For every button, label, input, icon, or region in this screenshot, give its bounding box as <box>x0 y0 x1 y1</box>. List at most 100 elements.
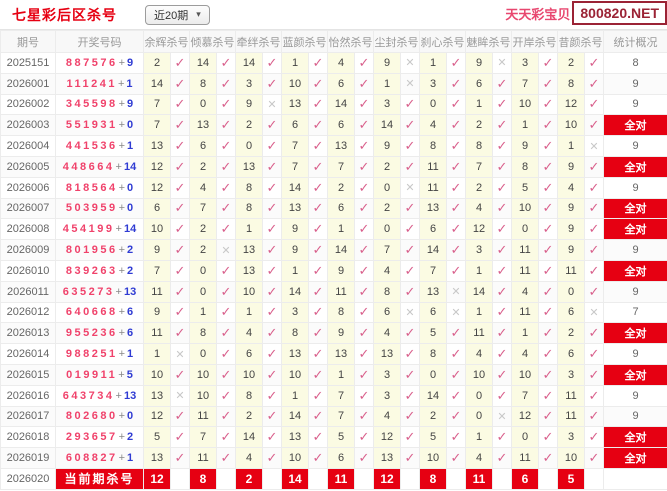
kill-number-cell: 9 <box>143 301 171 324</box>
kill-mark-cell: ✓ <box>492 426 512 449</box>
kill-number-cell: 13 <box>281 93 309 116</box>
kill-mark-cell: ✓ <box>584 239 604 261</box>
back-number: 14 <box>123 223 137 236</box>
kill-number-cell: 14 <box>465 280 493 303</box>
kill-mark-cell: ✓ <box>492 384 512 407</box>
kill-number-cell: 6 <box>557 301 585 324</box>
column-header: 开岸杀号 <box>511 30 558 53</box>
kill-number-cell: 13 <box>143 135 171 157</box>
kill-mark-cell <box>170 467 190 490</box>
plus-sign: + <box>115 223 122 236</box>
check-icon: ✓ <box>220 179 232 195</box>
column-header: 魅眸杀号 <box>465 30 512 53</box>
check-icon: ✓ <box>358 283 370 299</box>
kill-number-cell: 2 <box>143 52 171 74</box>
kill-number-cell: 0 <box>189 280 217 303</box>
range-select[interactable]: 近20期 ▾ <box>145 4 210 25</box>
kill-mark-cell: ✓ <box>446 135 466 157</box>
kill-mark-cell: ✓ <box>492 322 512 345</box>
kill-mark-cell: ✓ <box>216 259 236 282</box>
back-number: 2 <box>127 264 134 277</box>
column-header: 刹心杀号 <box>419 30 466 53</box>
kill-number-cell: 14 <box>235 426 263 449</box>
check-icon: ✓ <box>404 450 416 466</box>
kill-mark-cell: ✓ <box>170 72 190 95</box>
draw-number-cell: 111241+ 1 <box>55 72 144 95</box>
period-cell: 2025151 <box>0 52 56 74</box>
kill-mark-cell: ✓ <box>170 301 190 324</box>
check-icon: ✓ <box>358 429 370 445</box>
period-cell: 2026001 <box>0 72 56 95</box>
kill-mark-cell: ✓ <box>170 426 190 449</box>
kill-number-cell: 2 <box>373 155 401 178</box>
kill-number-cell: 4 <box>465 447 493 469</box>
check-icon: ✓ <box>404 346 416 362</box>
check-icon: ✓ <box>450 117 462 133</box>
current-kill-number: 6 <box>511 467 539 490</box>
kill-mark-cell: ✓ <box>216 426 236 449</box>
kill-mark-cell: ✓ <box>216 135 236 157</box>
kill-mark-cell <box>492 467 512 490</box>
kill-number-cell: 6 <box>419 218 447 241</box>
kill-number-cell: 11 <box>511 239 539 261</box>
kill-number-cell: 7 <box>511 72 539 95</box>
kill-number-cell: 12 <box>557 93 585 116</box>
cross-icon: ✕ <box>497 410 507 423</box>
kill-number-cell: 7 <box>143 93 171 116</box>
check-icon: ✓ <box>542 325 554 341</box>
front-numbers: 988251 <box>65 348 118 361</box>
table-row: 2026017 802680+ 0 12 ✓ 11 ✓ 2 ✓ 14 ✓ 7 ✓ 4 ✓ 2 ✓ 0 ✕ 12 ✓ 11 ✓… <box>0 405 667 428</box>
kill-mark-cell: ✓ <box>308 52 328 74</box>
kill-number-cell: 8 <box>419 135 447 157</box>
kill-mark-cell: ✕ <box>400 52 420 74</box>
kill-mark-cell <box>538 467 558 490</box>
column-header: 怡然杀号 <box>327 30 374 53</box>
kill-number-cell: 1 <box>281 384 309 407</box>
kill-mark-cell: ✓ <box>308 155 328 178</box>
kill-number-cell: 7 <box>327 155 355 178</box>
kill-number-cell: 13 <box>281 197 309 220</box>
kill-number-cell: 6 <box>373 301 401 324</box>
check-icon: ✓ <box>312 54 324 70</box>
current-kill-number: 12 <box>373 467 401 490</box>
kill-mark-cell: ✓ <box>216 93 236 116</box>
check-icon: ✓ <box>542 304 554 320</box>
kill-mark-cell <box>584 467 604 490</box>
kill-number-cell: 9 <box>281 218 309 241</box>
check-icon: ✓ <box>450 429 462 445</box>
kill-number-cell: 7 <box>419 259 447 282</box>
current-kill-number: 11 <box>465 467 493 490</box>
table-row: 2026009 801956+ 2 9 ✓ 2 ✕ 13 ✓ 9 ✓ 14 ✓ 7 ✓ 14 ✓ 3 ✓ 11 ✓ 9 ✓ 9 <box>0 239 667 261</box>
check-icon: ✓ <box>358 387 370 403</box>
kill-mark-cell: ✓ <box>262 114 282 137</box>
stat-cell: 9 <box>603 72 667 95</box>
check-icon: ✓ <box>450 54 462 70</box>
kill-number-cell: 5 <box>143 426 171 449</box>
table-row: 2026007 503959+ 0 6 ✓ 7 ✓ 8 ✓ 13 ✓ 6 ✓ 2 ✓ 13 ✓ 4 ✓ 10 ✓ 9 ✓ 全对 <box>0 197 667 220</box>
front-numbers: 454199 <box>62 223 115 236</box>
period-cell: 2026014 <box>0 343 56 365</box>
check-icon: ✓ <box>312 96 324 112</box>
back-number: 9 <box>127 98 134 111</box>
front-numbers: 019911 <box>66 368 118 381</box>
kill-number-cell: 9 <box>557 155 585 178</box>
kill-number-cell: 13 <box>419 197 447 220</box>
kill-mark-cell: ✓ <box>584 447 604 469</box>
kill-number-cell: 3 <box>419 72 447 95</box>
check-icon: ✓ <box>220 408 232 424</box>
kill-number-cell: 13 <box>235 239 263 261</box>
check-icon: ✓ <box>542 242 554 258</box>
kill-mark-cell: ✓ <box>216 114 236 137</box>
check-icon: ✓ <box>266 200 278 216</box>
kill-number-cell: 10 <box>511 197 539 220</box>
check-icon: ✓ <box>542 54 554 70</box>
page-title: 七星彩后区杀号 <box>12 6 117 23</box>
kill-number-cell: 11 <box>143 322 171 345</box>
kill-number-cell: 9 <box>511 135 539 157</box>
kill-number-cell: 4 <box>465 343 493 365</box>
kill-number-cell: 6 <box>557 343 585 365</box>
period-cell: 2026011 <box>0 280 56 303</box>
kill-mark-cell: ✕ <box>400 301 420 324</box>
draw-number-cell: 293657+ 2 <box>55 426 144 449</box>
draw-number-cell: 635273+ 13 <box>55 280 144 303</box>
